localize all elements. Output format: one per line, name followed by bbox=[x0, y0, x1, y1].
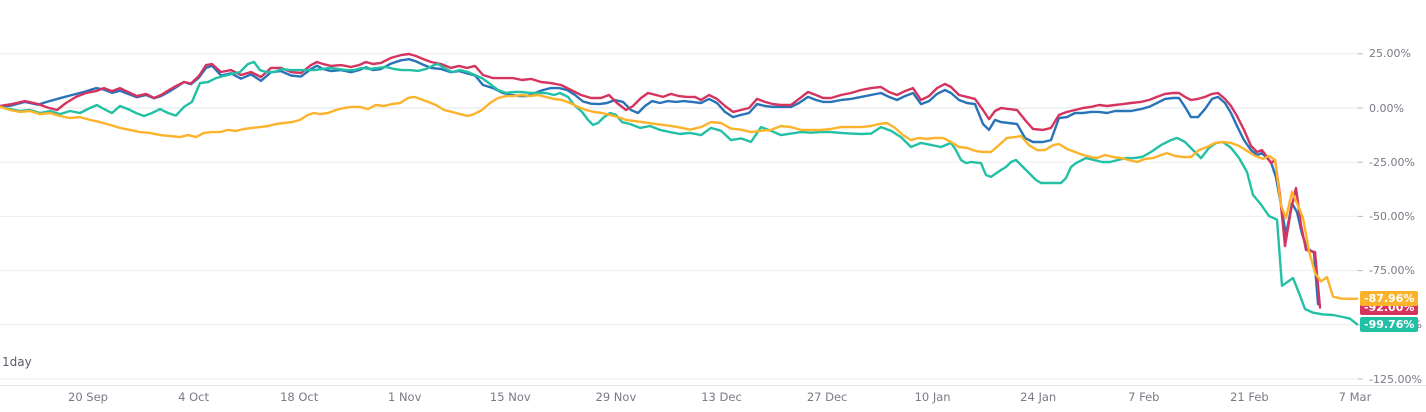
y-axis-label: -75.00% bbox=[1369, 264, 1415, 278]
y-axis-label: 25.00% bbox=[1369, 47, 1411, 61]
x-axis-label: 7 Mar bbox=[1338, 390, 1372, 404]
series-line-blue[interactable] bbox=[0, 58, 1320, 306]
y-axis-label: -25.00% bbox=[1369, 155, 1415, 169]
time-axis-separator bbox=[0, 385, 1426, 386]
x-axis-label: 10 Jan bbox=[914, 390, 951, 404]
x-axis-label: 29 Nov bbox=[595, 390, 637, 404]
x-axis-label: 13 Dec bbox=[701, 390, 742, 404]
x-axis-label: 7 Feb bbox=[1128, 390, 1160, 404]
price-badge: -99.76% bbox=[1360, 316, 1419, 332]
chart-svg[interactable] bbox=[0, 0, 1426, 386]
price-badge: -87.96% bbox=[1360, 291, 1419, 307]
x-axis-label: 21 Feb bbox=[1230, 390, 1269, 404]
x-axis-label: 4 Oct bbox=[178, 390, 210, 404]
y-axis-label: 0.00% bbox=[1369, 101, 1404, 115]
x-axis-label: 18 Oct bbox=[280, 390, 319, 404]
x-axis-label: 20 Sep bbox=[68, 390, 108, 404]
x-axis-label: 27 Dec bbox=[806, 390, 848, 404]
series-line-yellow[interactable] bbox=[0, 93, 1359, 300]
y-axis-label: -125.00% bbox=[1369, 372, 1422, 386]
series-line-red[interactable] bbox=[0, 52, 1322, 309]
x-axis-label: 24 Jan bbox=[1020, 390, 1057, 404]
timeframe-label: 1day bbox=[2, 355, 32, 369]
series-line-teal[interactable] bbox=[0, 60, 1359, 326]
x-axis-label: 1 Nov bbox=[387, 390, 422, 404]
x-axis-label: 15 Nov bbox=[489, 390, 531, 404]
y-axis-label: -50.00% bbox=[1369, 209, 1415, 223]
